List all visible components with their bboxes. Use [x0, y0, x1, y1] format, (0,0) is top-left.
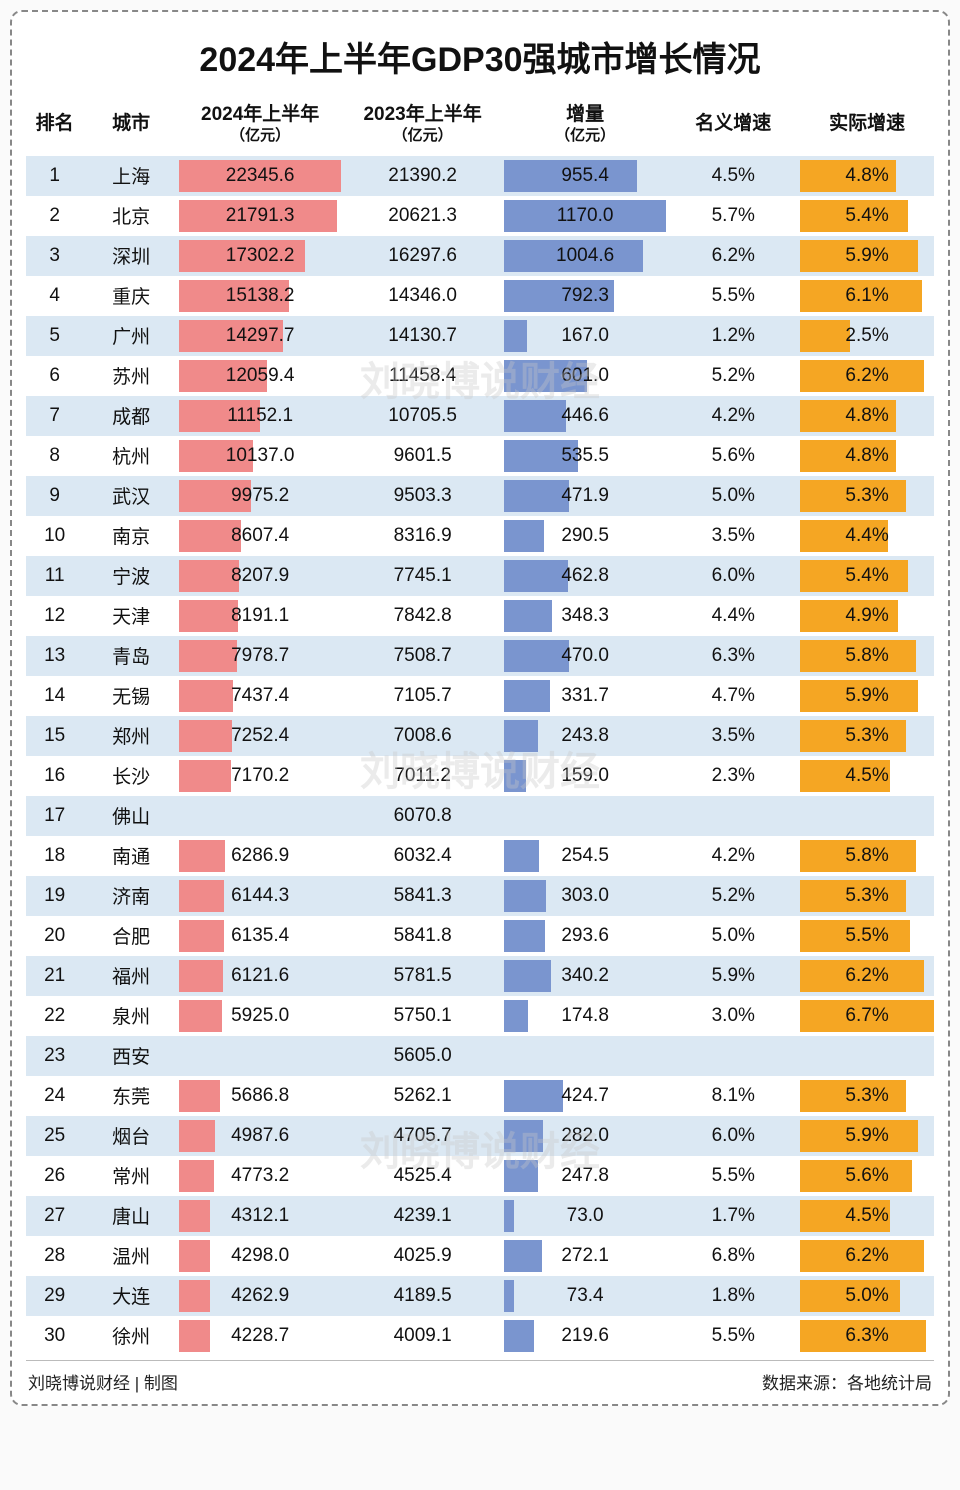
chart-container: 2024年上半年GDP30强城市增长情况 排名城市2024年上半年（亿元）202… [10, 10, 950, 1406]
table-row: 13青岛7978.77508.7470.06.3%5.8% [26, 636, 934, 676]
table-row: 5广州14297.714130.7167.01.2%2.5% [26, 316, 934, 356]
table-row: 11宁波8207.97745.1462.86.0%5.4% [26, 556, 934, 596]
col-header-increment: 增量（亿元） [504, 99, 666, 156]
col-header-real: 实际增速 [800, 99, 934, 156]
col-header-gdp2024: 2024年上半年（亿元） [179, 99, 341, 156]
col-header-rank: 排名 [26, 99, 83, 156]
table-head: 排名城市2024年上半年（亿元）2023年上半年（亿元）增量（亿元）名义增速实际… [26, 99, 934, 156]
table-row: 3深圳17302.216297.61004.66.2%5.9% [26, 236, 934, 276]
table-row: 2北京21791.320621.31170.05.7%5.4% [26, 196, 934, 236]
table-row: 6苏州12059.411458.4601.05.2%6.2% [26, 356, 934, 396]
table-row: 23西安5605.0 [26, 1036, 934, 1076]
gdp-table: 排名城市2024年上半年（亿元）2023年上半年（亿元）增量（亿元）名义增速实际… [26, 99, 934, 1356]
table-row: 12天津8191.17842.8348.34.4%4.9% [26, 596, 934, 636]
table-row: 15郑州7252.47008.6243.83.5%5.3% [26, 716, 934, 756]
col-header-nominal: 名义增速 [666, 99, 800, 156]
table-row: 25烟台4987.64705.7282.06.0%5.9% [26, 1116, 934, 1156]
table-row: 20合肥6135.45841.8293.65.0%5.5% [26, 916, 934, 956]
footer: 刘晓博说财经 | 制图 数据来源：各地统计局 [26, 1360, 934, 1396]
table-row: 27唐山4312.14239.173.01.7%4.5% [26, 1196, 934, 1236]
footer-right: 数据来源：各地统计局 [762, 1369, 932, 1394]
table-row: 4重庆15138.214346.0792.35.5%6.1% [26, 276, 934, 316]
table-body: 1上海22345.621390.2955.44.5%4.8%2北京21791.3… [26, 156, 934, 1356]
table-row: 24东莞5686.85262.1424.78.1%5.3% [26, 1076, 934, 1116]
table-row: 26常州4773.24525.4247.85.5%5.6% [26, 1156, 934, 1196]
chart-title: 2024年上半年GDP30强城市增长情况 [26, 32, 934, 81]
table-row: 19济南6144.35841.3303.05.2%5.3% [26, 876, 934, 916]
table-row: 16长沙7170.27011.2159.02.3%4.5% [26, 756, 934, 796]
table-row: 21福州6121.65781.5340.25.9%6.2% [26, 956, 934, 996]
table-row: 18南通6286.96032.4254.54.2%5.8% [26, 836, 934, 876]
table-row: 28温州4298.04025.9272.16.8%6.2% [26, 1236, 934, 1276]
table-row: 17佛山6070.8 [26, 796, 934, 836]
table-row: 9武汉9975.29503.3471.95.0%5.3% [26, 476, 934, 516]
table-row: 30徐州4228.74009.1219.65.5%6.3% [26, 1316, 934, 1356]
table-wrap: 排名城市2024年上半年（亿元）2023年上半年（亿元）增量（亿元）名义增速实际… [26, 99, 934, 1356]
table-row: 1上海22345.621390.2955.44.5%4.8% [26, 156, 934, 196]
col-header-city: 城市 [83, 99, 179, 156]
footer-left: 刘晓博说财经 | 制图 [28, 1369, 178, 1394]
table-row: 10南京8607.48316.9290.53.5%4.4% [26, 516, 934, 556]
col-header-gdp2023: 2023年上半年（亿元） [341, 99, 503, 156]
table-row: 8杭州10137.09601.5535.55.6%4.8% [26, 436, 934, 476]
table-row: 29大连4262.94189.573.41.8%5.0% [26, 1276, 934, 1316]
table-row: 7成都11152.110705.5446.64.2%4.8% [26, 396, 934, 436]
table-row: 22泉州5925.05750.1174.83.0%6.7% [26, 996, 934, 1036]
table-row: 14无锡7437.47105.7331.74.7%5.9% [26, 676, 934, 716]
